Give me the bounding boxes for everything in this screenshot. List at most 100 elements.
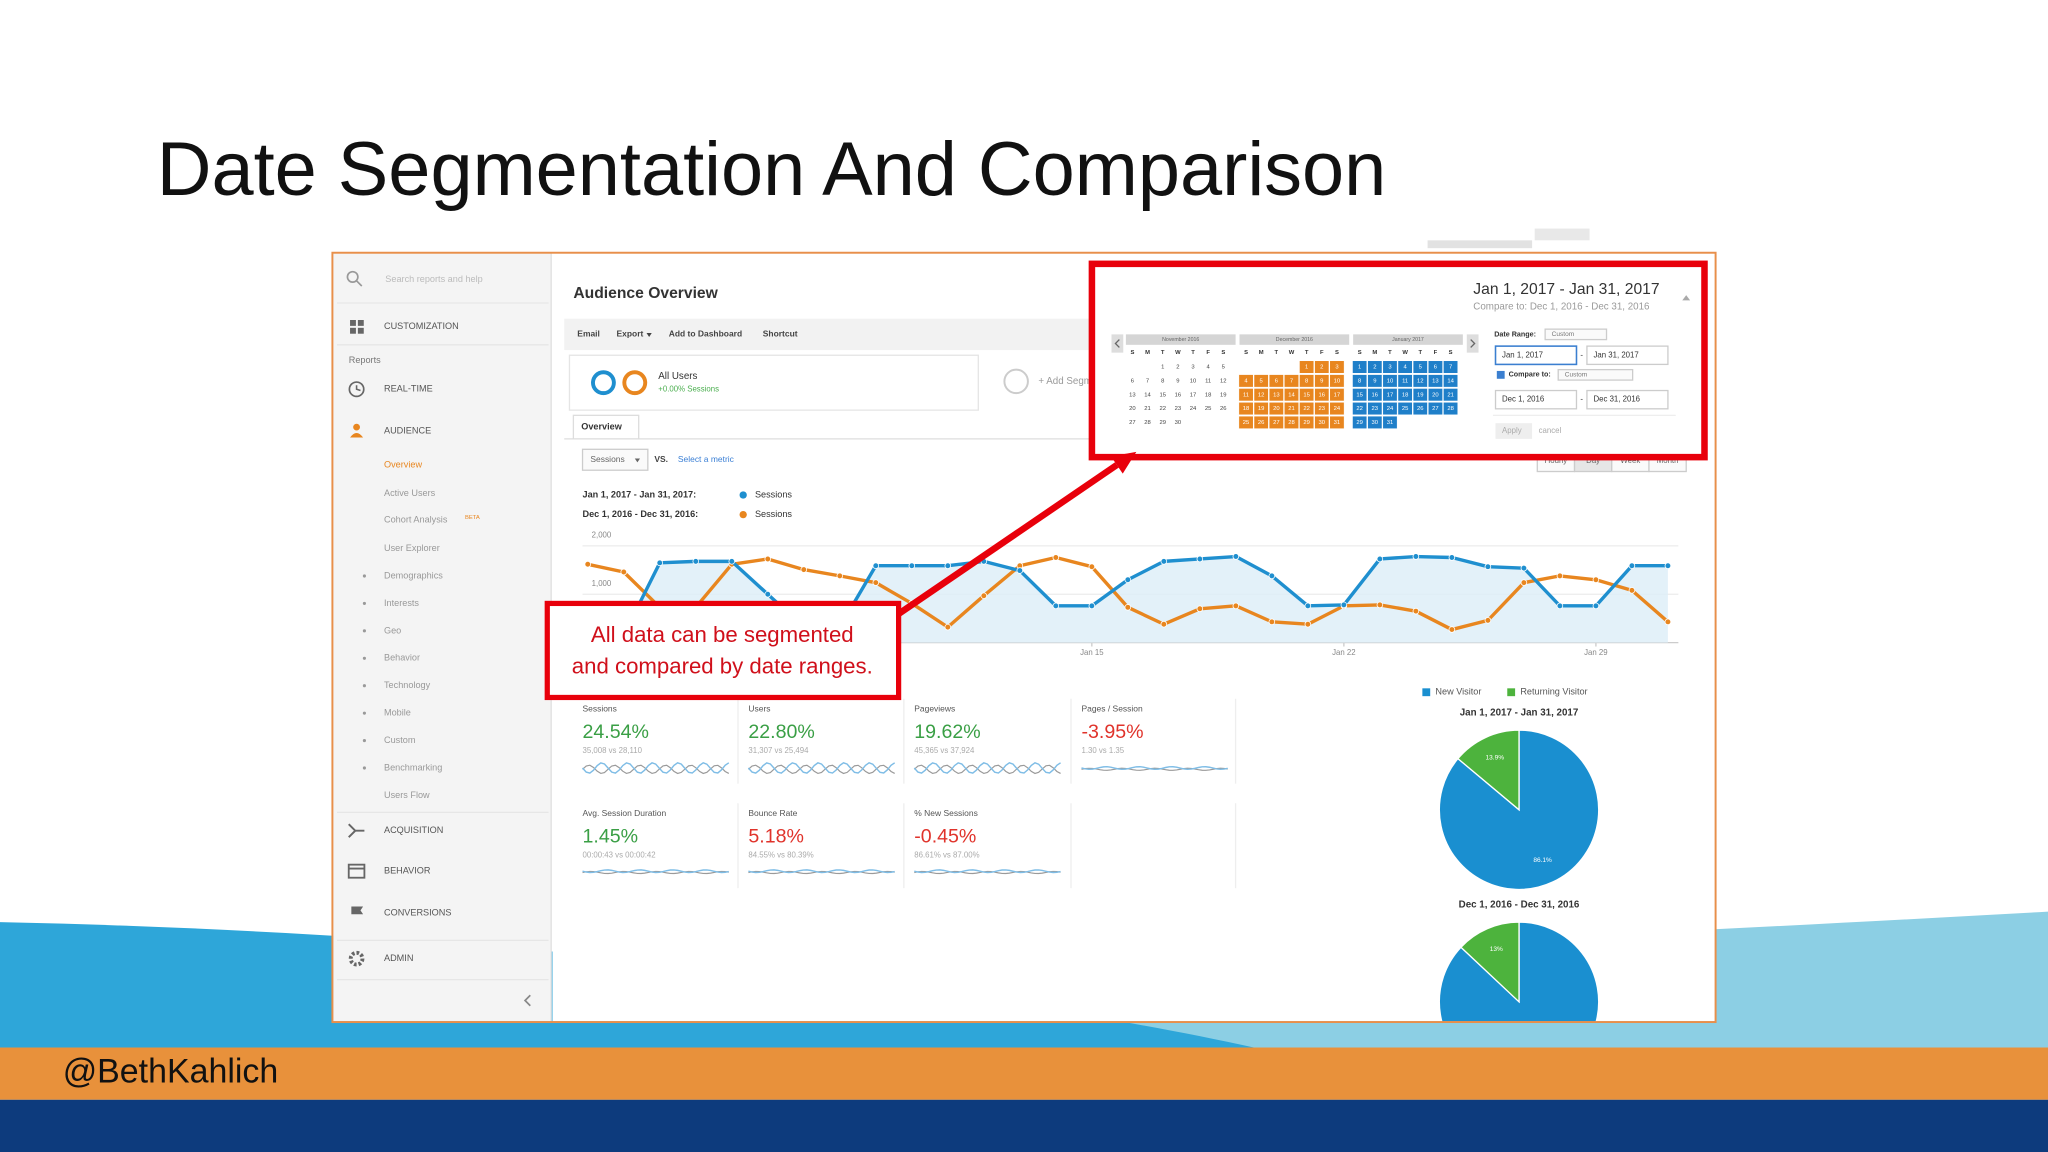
day: 9 (1176, 378, 1179, 384)
day: 23 (1175, 406, 1182, 412)
day-cell (1299, 415, 1315, 429)
sparkline (582, 764, 730, 775)
calendar-nav (1111, 334, 1124, 353)
day: 8 (1161, 378, 1164, 384)
day-cell (1367, 388, 1383, 402)
metric-detail: 00:00:43 vs 00:00:42 (583, 851, 656, 860)
day: 21 (1447, 392, 1454, 398)
point (1016, 567, 1024, 574)
compare-checkbox (1496, 370, 1505, 379)
point (1448, 554, 1456, 561)
weekday: S (1221, 350, 1225, 356)
legend-label: Sessions (755, 489, 792, 499)
day: 17 (1387, 392, 1394, 398)
add-segment: + Add Segment (1038, 376, 1105, 387)
date-input (1494, 345, 1578, 366)
weekday: M (1372, 350, 1377, 356)
day: 19 (1258, 406, 1265, 412)
point (692, 558, 700, 565)
day: 31 (1334, 420, 1341, 426)
nav-item: Mobile (384, 708, 411, 718)
metric-value: 22.80% (748, 721, 814, 743)
range-dropdown (1544, 328, 1608, 341)
sparkline (582, 870, 729, 875)
metric-label: Avg. Session Duration (583, 808, 667, 818)
nav-item: Users Flow (384, 790, 430, 800)
day-cell (1329, 374, 1345, 388)
day: 4 (1207, 365, 1211, 371)
point (944, 562, 952, 569)
report-title: Audience Overview (573, 285, 718, 302)
day-cell (1284, 374, 1299, 388)
day: 31 (1387, 420, 1394, 426)
point (1592, 602, 1600, 610)
nav-section: CONVERSIONS (384, 907, 451, 917)
day: 23 (1319, 406, 1326, 412)
day: 20 (1273, 406, 1280, 412)
day: 7 (1449, 365, 1452, 371)
point (1088, 563, 1096, 570)
callout-box (544, 600, 902, 701)
weekday: S (1244, 350, 1248, 356)
legend-label: Returning Visitor (1520, 687, 1587, 697)
day: 21 (1288, 406, 1295, 412)
day-cell (1382, 360, 1398, 374)
day-cell (1427, 360, 1443, 374)
callout-text: and compared by date ranges. (572, 653, 873, 678)
nav-item: Overview (384, 459, 422, 469)
day: 8 (1305, 378, 1308, 384)
nav-icon (348, 823, 365, 838)
point (1232, 553, 1240, 560)
day: 16 (1175, 392, 1182, 398)
compare-mode: Custom (1565, 372, 1587, 379)
point (980, 592, 988, 599)
date-input (1494, 389, 1578, 410)
granularity-label: Month (1657, 456, 1679, 465)
y-tick-label: 1,000 (592, 579, 612, 588)
day: 5 (1260, 378, 1264, 384)
day: 28 (1288, 420, 1295, 426)
pie-title: Jan 1, 2017 - Jan 31, 2017 (1460, 708, 1579, 719)
callout-arrow (896, 462, 1119, 617)
sparkline (914, 870, 1061, 875)
date-range-label: Date Range: (1494, 330, 1536, 338)
month-title: December 2016 (1276, 337, 1313, 343)
point (764, 590, 772, 598)
day-cell (1367, 415, 1383, 429)
day: 10 (1387, 378, 1394, 384)
metric-select: Sessions (590, 454, 624, 464)
point (872, 562, 880, 569)
nav-icon (351, 906, 364, 921)
nav-bullet (362, 629, 366, 633)
pie-slice (1457, 729, 1520, 812)
metric-detail: 31,307 vs 25,494 (748, 746, 809, 755)
day: 3 (1191, 365, 1194, 371)
footer-navy (0, 1099, 2048, 1152)
granularity-label: Hourly (1545, 456, 1568, 465)
point (764, 555, 772, 563)
nav-bullet (362, 766, 366, 770)
metric-dropdown (581, 448, 649, 471)
day: 14 (1288, 392, 1295, 398)
day: 25 (1402, 406, 1409, 412)
pie-label: 13% (1490, 946, 1503, 953)
day-cell (1284, 388, 1299, 402)
weekday: F (1320, 350, 1324, 356)
day: 11 (1402, 378, 1408, 384)
select-metric: Select a metric (678, 454, 735, 464)
segment-icon (591, 370, 616, 396)
day-cell (1352, 415, 1368, 429)
point (800, 566, 808, 573)
date-dash: - (1580, 350, 1583, 359)
day: 26 (1220, 406, 1227, 412)
legend-swatch (1422, 688, 1431, 697)
date-range: Jan 1, 2017 - Jan 31, 2017 (1473, 281, 1659, 298)
nav-icon (347, 863, 366, 879)
day-cell (1352, 402, 1368, 416)
day: 19 (1417, 392, 1424, 398)
granularity-label: Day (1586, 456, 1600, 465)
point (1232, 602, 1240, 610)
day-cell (1284, 415, 1299, 429)
weekday: W (1289, 350, 1295, 356)
toolbar-item: Email (577, 329, 600, 339)
